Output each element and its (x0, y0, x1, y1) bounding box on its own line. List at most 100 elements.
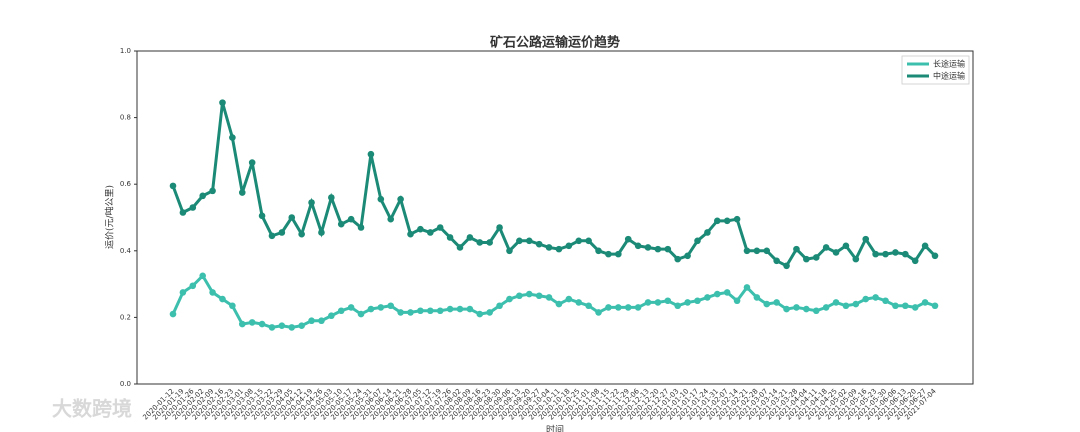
point (387, 215, 395, 223)
point (783, 262, 790, 270)
point (595, 309, 602, 316)
point (555, 300, 563, 308)
point (417, 225, 424, 233)
point (298, 322, 305, 330)
point (822, 244, 830, 251)
y-tick-label: 0.8 (120, 114, 131, 122)
point (525, 237, 533, 245)
y-tick-label: 0.6 (120, 180, 132, 188)
point (308, 199, 315, 206)
point (407, 230, 414, 238)
point (733, 297, 741, 305)
point (347, 304, 355, 311)
point (476, 239, 484, 246)
point (902, 302, 909, 310)
point (426, 229, 434, 236)
point (664, 297, 672, 305)
point (268, 324, 276, 331)
point (595, 247, 602, 255)
point (743, 284, 751, 291)
point (674, 255, 682, 263)
point (575, 237, 583, 245)
point (842, 302, 850, 310)
point (397, 309, 404, 316)
point (377, 304, 385, 311)
point (545, 244, 553, 251)
point (506, 295, 513, 303)
point (377, 195, 385, 203)
point (367, 305, 375, 313)
point (199, 192, 206, 200)
point (763, 300, 771, 308)
point (832, 249, 840, 256)
chart-title: 矿石公路运输运价趋势 (490, 35, 620, 51)
point (763, 247, 771, 255)
point (466, 234, 474, 241)
point (298, 230, 305, 238)
y-tick-label: 0.2 (120, 313, 131, 321)
point (189, 282, 197, 290)
point (535, 292, 543, 300)
point (258, 212, 266, 220)
point (179, 209, 187, 216)
point (565, 242, 573, 250)
legend-box (901, 55, 970, 85)
point (456, 305, 464, 313)
point (585, 302, 592, 310)
point (803, 305, 810, 313)
point (328, 194, 335, 201)
point (812, 307, 820, 315)
point (169, 182, 177, 190)
point (644, 299, 652, 306)
point (892, 302, 899, 310)
point (921, 242, 929, 250)
point (921, 299, 929, 306)
x-axis-label: 时间 (546, 424, 564, 432)
point (238, 320, 246, 328)
point (773, 299, 780, 306)
point (624, 235, 632, 243)
y-axis-label: 运价(元/吨公里) (104, 185, 116, 249)
point (911, 304, 919, 311)
legend-label: 长途运输 (933, 59, 965, 69)
point (288, 324, 296, 331)
point (773, 257, 780, 265)
point (862, 295, 870, 303)
point (753, 247, 761, 255)
point (476, 310, 484, 318)
point (674, 302, 682, 310)
point (466, 305, 474, 313)
point (525, 290, 533, 298)
point (496, 224, 503, 231)
legend-label: 中途运输 (933, 71, 965, 81)
point (664, 245, 672, 253)
point (545, 294, 553, 301)
point (634, 304, 642, 311)
point (199, 272, 206, 280)
point (436, 307, 444, 315)
watermark: 大数跨境 (52, 397, 132, 421)
point (654, 299, 662, 306)
point (852, 300, 860, 308)
point (803, 255, 810, 263)
point (219, 99, 226, 106)
point (615, 250, 622, 258)
point (713, 290, 721, 298)
point (723, 289, 731, 296)
point (733, 215, 741, 223)
point (238, 189, 246, 196)
point (347, 215, 355, 223)
point (436, 224, 444, 231)
point (258, 320, 266, 328)
point (872, 294, 879, 301)
point (387, 302, 395, 310)
point (565, 295, 573, 303)
point (931, 252, 939, 260)
point (357, 310, 365, 318)
point (882, 250, 889, 258)
point (506, 247, 513, 255)
point (911, 257, 919, 265)
point (585, 237, 592, 245)
point (486, 239, 493, 246)
